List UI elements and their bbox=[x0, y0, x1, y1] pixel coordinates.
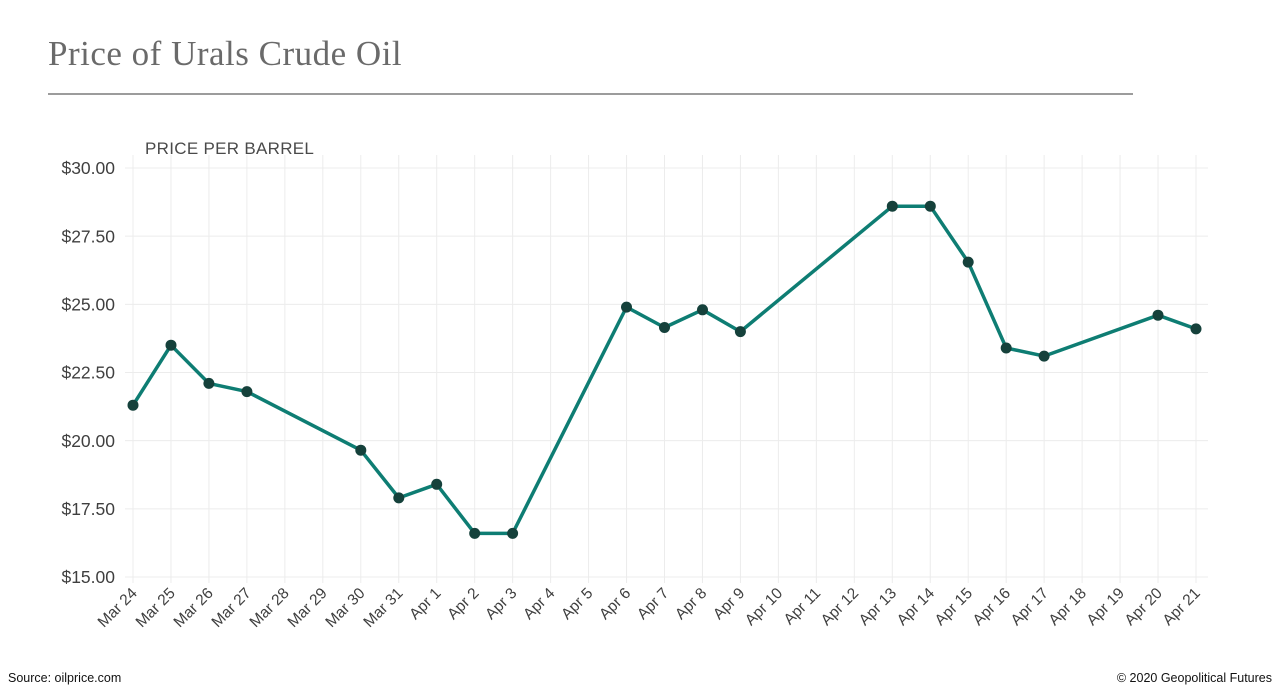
data-point bbox=[1152, 309, 1164, 321]
x-axis-tick-label: Apr 16 bbox=[970, 585, 1014, 629]
data-point bbox=[241, 386, 253, 398]
x-axis-tick-label: Apr 10 bbox=[742, 585, 787, 630]
data-point bbox=[697, 304, 708, 316]
y-axis-tick-label: $30.00 bbox=[61, 158, 115, 178]
x-axis-tick-label: Apr 6 bbox=[596, 585, 634, 623]
chart-gridlines bbox=[125, 155, 1208, 583]
x-axis-tick-label: Apr 17 bbox=[1008, 585, 1052, 629]
x-axis-tick-label: Apr 21 bbox=[1160, 585, 1204, 629]
x-axis-tick-label: Apr 8 bbox=[672, 585, 710, 623]
x-axis-tick-label: Apr 3 bbox=[482, 585, 520, 623]
x-axis-tick-label: Apr 19 bbox=[1084, 585, 1128, 629]
data-point bbox=[962, 256, 974, 268]
data-point bbox=[507, 527, 519, 539]
data-point bbox=[924, 200, 936, 212]
x-axis-tick-label: Apr 20 bbox=[1122, 585, 1167, 630]
x-axis-tick-label: Mar 26 bbox=[171, 585, 217, 631]
price-line bbox=[131, 204, 1198, 536]
data-point bbox=[621, 301, 632, 313]
data-point bbox=[886, 200, 898, 212]
x-axis-tick-label: Apr 12 bbox=[818, 585, 862, 629]
x-axis-tick-label: Apr 15 bbox=[932, 585, 976, 629]
x-axis-tick-label: Apr 14 bbox=[894, 585, 939, 630]
x-axis-tick-label: Apr 1 bbox=[406, 585, 444, 623]
x-axis-tick-label: Apr 4 bbox=[520, 585, 558, 623]
data-point bbox=[431, 478, 443, 490]
x-axis-tick-label: Mar 31 bbox=[360, 585, 406, 631]
y-axis-tick-label: $25.00 bbox=[61, 294, 115, 314]
y-axis-labels: $15.00 $17.50 $20.00 $22.50 $25.00 $27.50 $30.… bbox=[61, 158, 115, 587]
copyright-notice: © 2020 Geopolitical Futures bbox=[1116, 671, 1272, 685]
x-axis-tick-label: Mar 24 bbox=[95, 585, 141, 631]
data-point bbox=[1190, 323, 1202, 335]
data-point bbox=[203, 377, 215, 389]
y-axis-tick-label: $20.00 bbox=[61, 431, 115, 451]
chart-title: PRICE PER BARREL bbox=[145, 139, 315, 158]
source-attribution: Source: oilprice.com bbox=[8, 671, 122, 685]
data-point bbox=[393, 492, 405, 504]
x-axis-tick-label: Mar 25 bbox=[133, 585, 179, 631]
data-point bbox=[469, 527, 481, 539]
x-axis-tick-label: Apr 2 bbox=[444, 585, 482, 623]
data-point bbox=[1000, 342, 1012, 354]
x-axis-tick-label: Apr 7 bbox=[634, 585, 672, 623]
data-points bbox=[127, 200, 1202, 539]
title-divider-line bbox=[48, 93, 1133, 95]
x-axis-tick-label: Apr 18 bbox=[1046, 585, 1090, 629]
data-point bbox=[734, 326, 746, 338]
x-axis-tick-label: Apr 5 bbox=[558, 585, 596, 623]
page-title: Price of Urals Crude Oil bbox=[48, 34, 403, 73]
y-axis-tick-label: $15.00 bbox=[61, 567, 115, 587]
data-point bbox=[165, 339, 177, 351]
data-point bbox=[127, 399, 139, 411]
y-axis-tick-label: $27.50 bbox=[61, 226, 115, 246]
data-point bbox=[659, 322, 670, 333]
y-axis-tick-label: $22.50 bbox=[61, 363, 115, 383]
x-axis-tick-label: Mar 27 bbox=[209, 585, 255, 631]
y-axis-tick-label: $17.50 bbox=[61, 499, 115, 519]
data-point bbox=[355, 444, 367, 456]
x-axis-tick-label: Mar 28 bbox=[247, 585, 293, 631]
x-axis-tick-label: Mar 29 bbox=[285, 585, 331, 631]
x-axis-tick-label: Apr 11 bbox=[781, 585, 825, 629]
x-axis-tick-label: Mar 30 bbox=[322, 585, 368, 631]
x-axis-tick-label: Apr 13 bbox=[856, 585, 900, 629]
data-point bbox=[1038, 350, 1050, 362]
